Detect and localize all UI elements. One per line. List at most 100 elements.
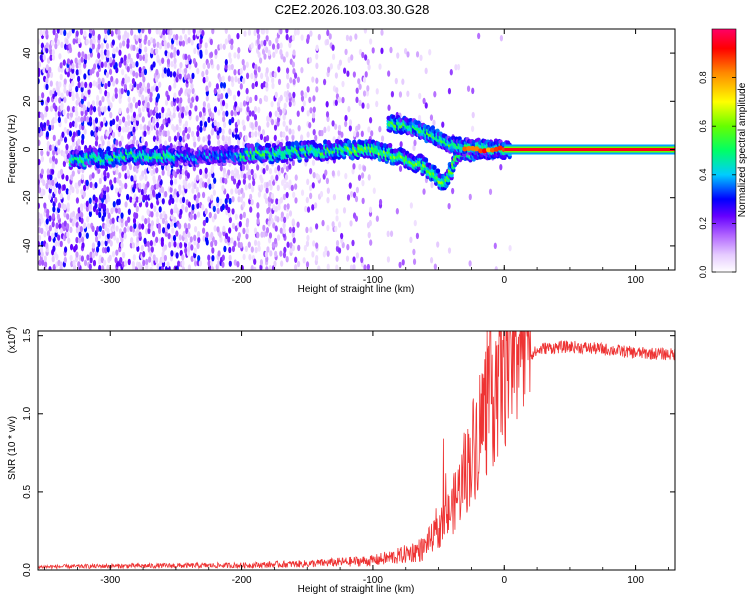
spectrogram-noise-cell	[51, 179, 55, 187]
spectrogram-noise-cell	[157, 223, 161, 230]
spectrogram-noise-cell	[71, 62, 75, 70]
spectrogram-noise-cell	[207, 134, 211, 141]
spectrogram-noise-cell	[227, 64, 232, 71]
spectrogram-noise-cell	[304, 91, 308, 99]
spectrogram-noise-cell	[97, 240, 101, 248]
spectrogram-noise-cell	[118, 118, 122, 126]
spectrogram-noise-cell	[75, 85, 79, 93]
spectrogram-noise-cell	[88, 210, 92, 218]
spectrogram-noise-cell	[204, 172, 208, 179]
spectrogram-noise-cell	[334, 123, 338, 130]
spectrogram-noise-cell	[150, 246, 154, 253]
spectrogram-noise-cell	[38, 234, 42, 242]
spectrogram-noise-cell	[170, 208, 174, 215]
spectrogram-noise-cell	[128, 163, 133, 171]
spectrogram-noise-cell	[138, 66, 142, 74]
spectrogram-noise-cell	[244, 245, 248, 253]
spectrogram-noise-cell	[311, 182, 315, 189]
spectrogram-noise-cell	[39, 54, 43, 61]
spectrogram-noise-cell	[123, 54, 127, 61]
spectrogram-noise-cell	[198, 260, 203, 267]
spectrogram-noise-cell	[268, 111, 272, 118]
spectrogram-noise-cell	[100, 61, 104, 69]
spectrogram-noise-cell	[51, 221, 55, 228]
spectrogram-noise-cell	[61, 131, 65, 138]
spectrogram-bright-cell	[482, 148, 488, 154]
spectrogram-noise-cell	[104, 82, 108, 90]
spectrogram-noise-cell	[343, 67, 347, 74]
spectrogram-noise-cell	[351, 168, 355, 175]
spectrogram-bright-cell	[474, 146, 480, 152]
spectrogram-noise-cell	[87, 53, 91, 61]
spectrogram-noise-cell	[103, 116, 107, 124]
spectrogram-track-cell	[432, 164, 437, 171]
spectrogram-noise-cell	[284, 173, 289, 181]
spectrogram-noise-cell	[292, 91, 296, 99]
spectrogram-noise-cell	[161, 169, 165, 176]
spectrogram-noise-cell	[222, 43, 226, 50]
spectrogram-noise-cell	[69, 226, 73, 234]
spectrogram-noise-cell	[288, 92, 292, 99]
spectrogram-noise-cell	[80, 255, 85, 262]
spectrogram-noise-cell	[304, 205, 308, 213]
spectrogram-noise-cell	[120, 57, 124, 64]
spectrogram-noise-cell	[106, 232, 111, 240]
spectrogram-noise	[38, 29, 512, 270]
spectrogram-noise-cell	[277, 78, 282, 86]
spectrogram-noise-cell	[204, 181, 208, 189]
spectrogram-noise-cell	[146, 82, 151, 89]
spectrogram-noise-cell	[228, 52, 232, 59]
spectrogram-noise-cell	[94, 196, 98, 204]
spectrogram-noise-cell	[131, 77, 136, 85]
spectrogram-noise-cell	[204, 208, 208, 215]
spectrogram-noise-cell	[233, 109, 238, 117]
spectrogram-noise-cell	[85, 232, 89, 239]
spectrogram-track-cell	[266, 143, 272, 149]
spectrogram-noise-cell	[105, 207, 110, 215]
spectrogram-noise-cell	[248, 110, 252, 117]
spectrogram-noise-cell	[285, 96, 289, 103]
spectrogram-noise-cell	[129, 62, 133, 69]
spectrogram-noise-cell	[69, 254, 73, 262]
spectrogram-noise-cell	[135, 196, 139, 203]
spectrogram-noise-cell	[59, 73, 63, 81]
spectrogram-noise-cell	[368, 117, 373, 124]
spectrogram-noise-cell	[366, 58, 370, 66]
spectrogram-noise-cell	[80, 98, 84, 105]
spectrogram-noise-cell	[56, 39, 61, 46]
spectrogram-noise-cell	[386, 256, 391, 263]
spectrogram-noise-cell	[334, 225, 338, 233]
spectrogram-noise-cell	[77, 261, 81, 268]
spectrogram-noise-cell	[155, 48, 159, 55]
spectrogram-noise-cell	[166, 51, 171, 58]
spectrogram-noise-cell	[285, 181, 289, 189]
spectrogram-noise-cell	[115, 187, 119, 194]
spectrogram-noise-cell	[253, 68, 257, 76]
spectrogram-noise-cell	[253, 227, 258, 234]
spectrogram-noise-cell	[129, 225, 133, 232]
spectrogram-noise-cell	[259, 264, 263, 270]
spectrogram-noise-cell	[127, 53, 131, 60]
chart-title: C2E2.2026.103.03.30.G28	[275, 2, 430, 17]
spectrogram-noise-cell	[80, 116, 84, 123]
spectrogram-noise-cell	[89, 38, 93, 46]
spectrogram-noise-cell	[84, 53, 88, 61]
spectrogram-noise-cell	[230, 76, 234, 83]
spectrogram-noise-cell	[173, 135, 178, 142]
spectrogram-noise-cell	[79, 225, 83, 233]
spectrogram-noise-cell	[361, 197, 365, 205]
spectrogram-noise-cell	[363, 29, 367, 34]
spectrogram-noise-cell	[456, 63, 461, 71]
spectrogram-noise-cell	[477, 32, 481, 40]
spectrogram-noise-cell	[118, 216, 122, 224]
spectrogram-noise-cell	[144, 34, 148, 42]
spectrogram-noise-cell	[143, 124, 147, 131]
spectrogram-noise-cell	[265, 67, 269, 74]
spectrogram-noise-cell	[274, 250, 278, 258]
spectrogram-noise-cell	[283, 91, 287, 98]
spectrogram-noise-cell	[231, 116, 235, 124]
spectrogram-noise-cell	[233, 52, 237, 59]
spectrogram-noise-cell	[210, 266, 215, 270]
spectrogram-noise-cell	[201, 181, 205, 188]
